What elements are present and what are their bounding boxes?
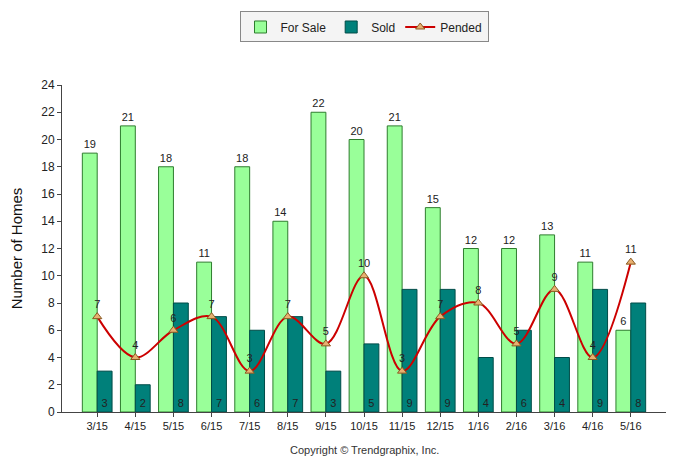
- svg-text:6: 6: [254, 397, 260, 409]
- svg-text:4: 4: [48, 351, 55, 365]
- svg-text:12: 12: [41, 242, 55, 256]
- svg-text:3/15: 3/15: [86, 420, 107, 432]
- svg-text:11/15: 11/15: [389, 420, 416, 432]
- svg-text:Copyright © Trendgraphix, Inc.: Copyright © Trendgraphix, Inc.: [290, 444, 439, 456]
- svg-text:8: 8: [475, 284, 481, 296]
- svg-text:20: 20: [41, 133, 55, 147]
- svg-text:7: 7: [292, 397, 298, 409]
- svg-text:11: 11: [625, 243, 636, 255]
- svg-text:20: 20: [350, 125, 362, 137]
- svg-text:7: 7: [285, 298, 291, 310]
- svg-text:7: 7: [216, 397, 222, 409]
- svg-text:8: 8: [48, 296, 55, 310]
- svg-text:14: 14: [274, 206, 286, 218]
- svg-text:8/15: 8/15: [277, 420, 298, 432]
- svg-text:2: 2: [140, 397, 146, 409]
- svg-text:8: 8: [178, 397, 184, 409]
- svg-text:For Sale: For Sale: [281, 21, 327, 35]
- svg-text:4: 4: [132, 339, 138, 351]
- svg-text:24: 24: [41, 78, 55, 92]
- svg-text:7/15: 7/15: [239, 420, 260, 432]
- svg-text:13: 13: [541, 220, 553, 232]
- svg-text:10/15: 10/15: [350, 420, 378, 432]
- svg-text:9: 9: [552, 271, 558, 283]
- svg-text:6: 6: [521, 397, 527, 409]
- svg-text:12: 12: [465, 234, 477, 246]
- svg-text:9: 9: [597, 397, 603, 409]
- svg-text:4: 4: [483, 397, 489, 409]
- svg-text:5/15: 5/15: [163, 420, 184, 432]
- svg-text:3: 3: [102, 397, 108, 409]
- svg-text:3: 3: [330, 397, 336, 409]
- svg-text:5: 5: [323, 325, 329, 337]
- svg-text:16: 16: [41, 187, 55, 201]
- svg-text:10: 10: [41, 269, 55, 283]
- svg-text:5: 5: [513, 325, 519, 337]
- svg-text:18: 18: [160, 152, 172, 164]
- svg-text:Number of Homes: Number of Homes: [8, 188, 25, 310]
- svg-text:5: 5: [368, 397, 374, 409]
- svg-text:22: 22: [312, 97, 324, 109]
- svg-text:6: 6: [620, 315, 626, 327]
- svg-text:1/16: 1/16: [468, 420, 489, 432]
- svg-text:19: 19: [84, 138, 96, 150]
- svg-text:11: 11: [580, 247, 591, 259]
- svg-text:7: 7: [208, 298, 214, 310]
- svg-text:Sold: Sold: [371, 21, 395, 35]
- svg-text:4/15: 4/15: [125, 420, 146, 432]
- svg-text:4/16: 4/16: [582, 420, 603, 432]
- svg-text:0: 0: [48, 405, 55, 419]
- svg-text:Pended: Pended: [440, 21, 481, 35]
- svg-text:9: 9: [445, 397, 451, 409]
- svg-text:5/16: 5/16: [620, 420, 641, 432]
- svg-text:11: 11: [198, 247, 209, 259]
- svg-text:7: 7: [437, 298, 443, 310]
- svg-text:3: 3: [399, 352, 405, 364]
- svg-text:6/15: 6/15: [201, 420, 222, 432]
- svg-text:2/16: 2/16: [506, 420, 527, 432]
- svg-text:7: 7: [94, 298, 100, 310]
- svg-text:4: 4: [590, 339, 596, 351]
- svg-text:3/16: 3/16: [544, 420, 565, 432]
- svg-text:18: 18: [236, 152, 248, 164]
- svg-text:4: 4: [559, 397, 565, 409]
- svg-text:8: 8: [635, 397, 641, 409]
- svg-text:21: 21: [122, 111, 134, 123]
- svg-text:10: 10: [358, 257, 370, 269]
- svg-text:2: 2: [48, 378, 55, 392]
- svg-text:6: 6: [48, 323, 55, 337]
- svg-text:12: 12: [503, 234, 515, 246]
- svg-text:15: 15: [427, 193, 439, 205]
- svg-text:9: 9: [406, 397, 412, 409]
- svg-text:14: 14: [41, 214, 55, 228]
- svg-text:18: 18: [41, 160, 55, 174]
- svg-text:12/15: 12/15: [426, 420, 454, 432]
- svg-text:6: 6: [170, 312, 176, 324]
- svg-text:22: 22: [41, 105, 55, 119]
- svg-text:3: 3: [247, 352, 253, 364]
- svg-text:21: 21: [389, 111, 401, 123]
- svg-text:9/15: 9/15: [315, 420, 336, 432]
